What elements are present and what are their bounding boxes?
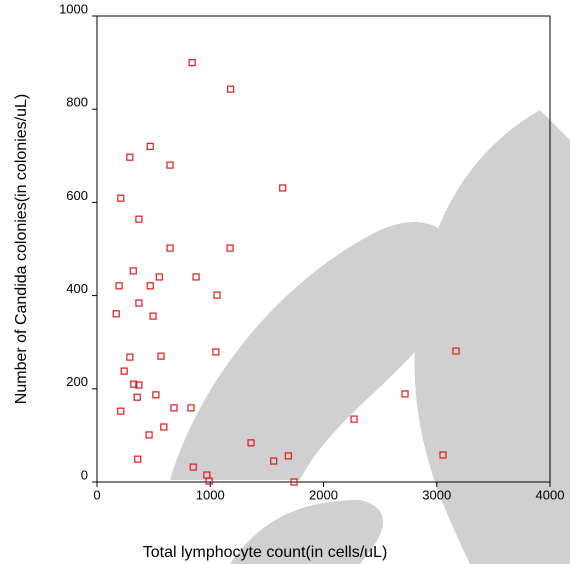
point: [171, 405, 177, 411]
point: [121, 368, 127, 374]
watermark: [170, 110, 570, 564]
point: [130, 268, 136, 274]
point: [150, 313, 156, 319]
point: [402, 391, 408, 397]
y-tick-label: 800: [66, 95, 88, 110]
point: [228, 86, 234, 92]
point: [116, 283, 122, 289]
point: [118, 408, 124, 414]
point: [147, 143, 153, 149]
point: [213, 349, 219, 355]
point: [153, 392, 159, 398]
point: [113, 311, 119, 317]
point: [214, 292, 220, 298]
point: [156, 274, 162, 280]
point: [136, 300, 142, 306]
x-tick-label: 3000: [422, 487, 451, 502]
y-tick-label: 600: [66, 188, 88, 203]
point: [189, 60, 195, 66]
point: [227, 245, 233, 251]
point: [127, 354, 133, 360]
point: [161, 424, 167, 430]
x-tick-label: 4000: [536, 487, 565, 502]
point: [135, 456, 141, 462]
point: [351, 416, 357, 422]
point: [167, 162, 173, 168]
point: [136, 216, 142, 222]
y-tick-label: 400: [66, 281, 88, 296]
chart: Total lymphocyte count(in cells/uL) Numb…: [0, 0, 570, 564]
point: [127, 154, 133, 160]
point: [134, 394, 140, 400]
point: [193, 274, 199, 280]
point: [118, 195, 124, 201]
point: [147, 283, 153, 289]
y-tick-label: 1000: [59, 1, 88, 16]
x-axis-title: Total lymphocyte count(in cells/uL): [143, 544, 388, 561]
x-tick-label: 0: [93, 487, 100, 502]
point: [167, 245, 173, 251]
x-tick-label: 2000: [309, 487, 338, 502]
y-tick-label: 0: [81, 467, 88, 482]
y-tick-label: 200: [66, 374, 88, 389]
point: [146, 432, 152, 438]
point: [188, 405, 194, 411]
point: [158, 353, 164, 359]
x-tick-label: 1000: [196, 487, 225, 502]
point: [280, 185, 286, 191]
y-axis-title: Number of Candida colonies(in colonies/u…: [13, 94, 30, 404]
